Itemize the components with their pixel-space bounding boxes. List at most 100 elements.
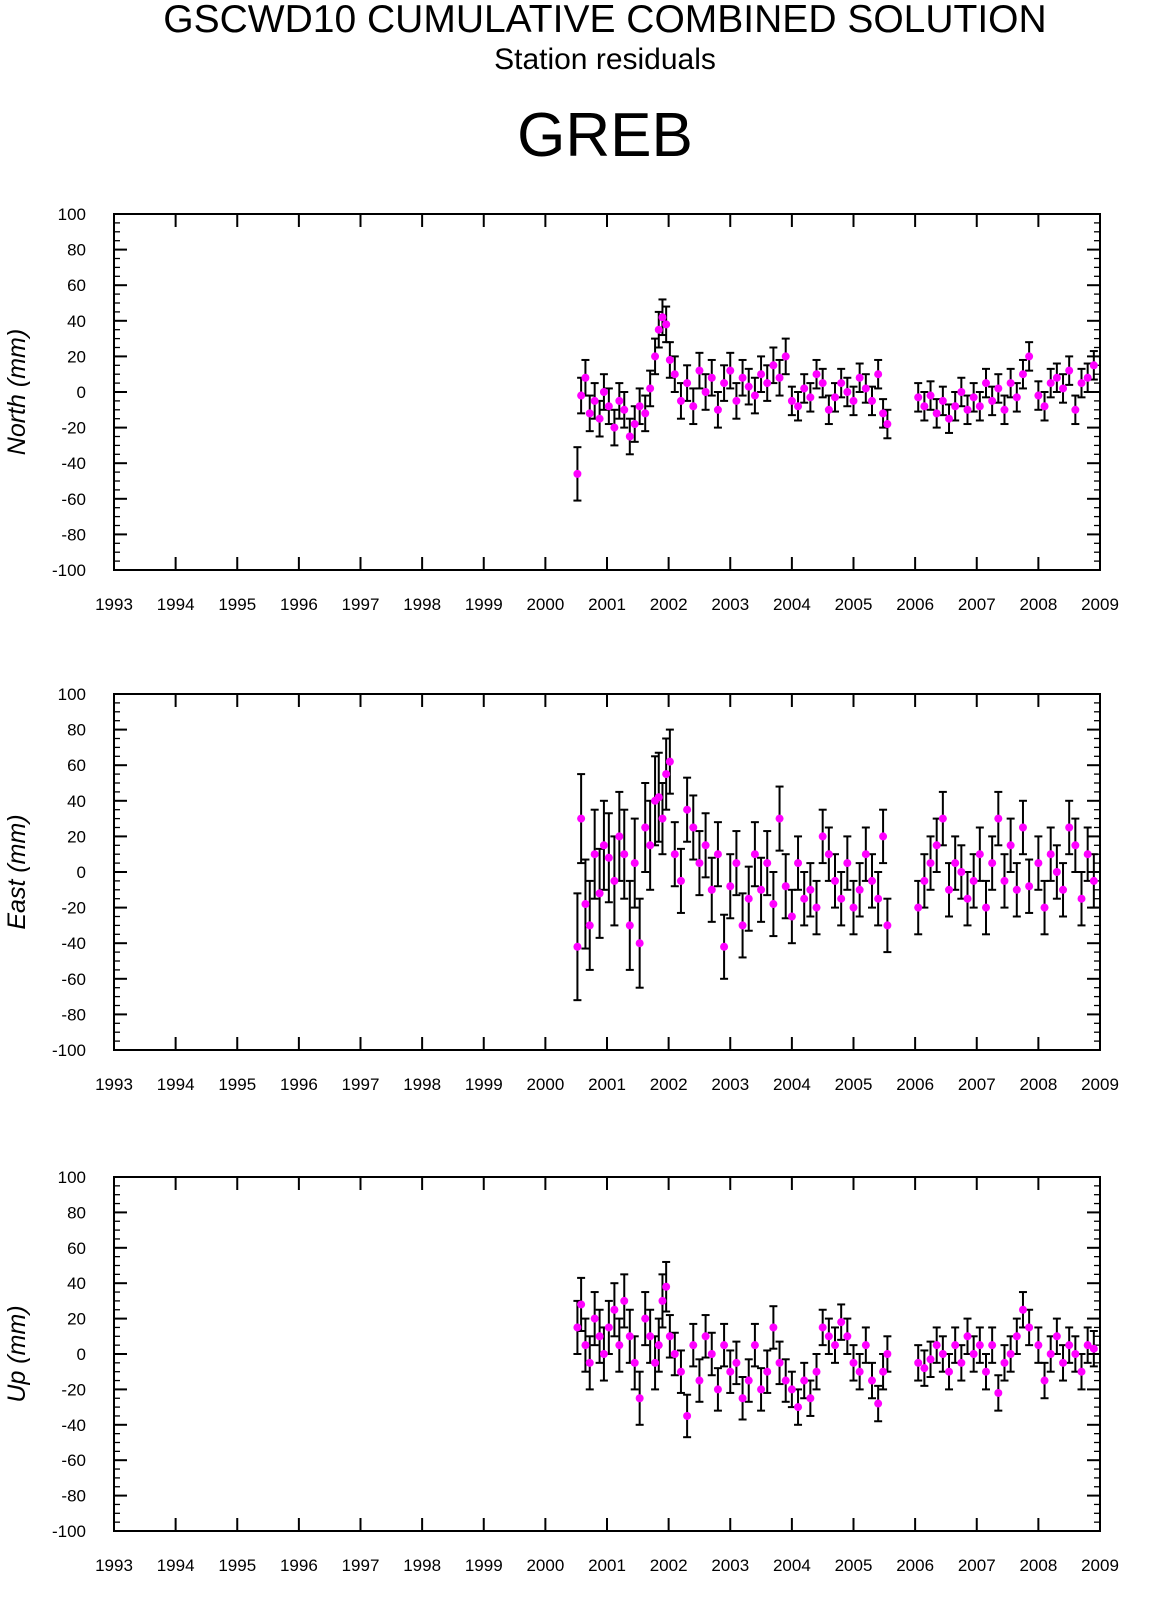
east-ytick-label: -100 — [52, 1041, 86, 1060]
up-data-point — [604, 1323, 613, 1332]
east-data-point — [781, 882, 790, 891]
up-data-point — [577, 1300, 586, 1309]
up-data-point — [1052, 1332, 1061, 1341]
up-data-point — [926, 1355, 935, 1364]
north-xtick-label: 2006 — [896, 595, 934, 614]
north-xtick-label: 2007 — [958, 595, 996, 614]
north-xtick-label: 2009 — [1081, 595, 1119, 614]
north-ytick-label: 80 — [67, 241, 86, 260]
north-data-point — [1071, 405, 1080, 414]
north-data-point — [581, 373, 590, 382]
north-data-point — [938, 396, 947, 405]
east-data-point — [646, 841, 655, 850]
east-data-point — [1012, 885, 1021, 894]
north-data-point — [800, 384, 809, 393]
up-data-point — [599, 1350, 608, 1358]
east-plot-frame — [113, 693, 1101, 1051]
east-data-point — [988, 859, 997, 868]
east-data-point — [938, 814, 947, 823]
north-data-point — [914, 393, 923, 402]
north-xtick-label: 2004 — [773, 595, 811, 614]
east-data-point — [713, 850, 722, 859]
up-xtick-label: 1997 — [342, 1556, 380, 1575]
east-ylabel: East (mm) — [3, 814, 31, 929]
east-xtick-label: 2001 — [588, 1075, 626, 1094]
north-data-point — [665, 355, 674, 364]
north-data-point — [1040, 402, 1049, 411]
east-data-point — [806, 885, 815, 894]
chart-title: GSCWD10 CUMULATIVE COMBINED SOLUTION — [163, 0, 1047, 41]
east-data-point — [800, 894, 809, 903]
up-data-point — [945, 1367, 954, 1376]
north-data-point — [855, 373, 864, 382]
north-data-point — [658, 313, 667, 322]
north-data-point — [831, 393, 840, 402]
east-data-point — [590, 850, 599, 859]
up-xtick-label: 2000 — [526, 1556, 564, 1575]
north-data-point — [818, 379, 827, 388]
east-data-point — [630, 859, 639, 868]
north-data-point — [1077, 379, 1086, 388]
east-data-point — [577, 814, 586, 823]
north-panel: 1993 1994 1995 1996 1997 1998 1999 2000 2001 2002… — [3, 205, 1119, 614]
up-data-point — [689, 1341, 698, 1350]
east-ytick-label: -80 — [61, 1005, 86, 1024]
east-data-point — [932, 841, 941, 850]
east-data-point — [1071, 841, 1080, 850]
east-xtick-label: 2003 — [711, 1075, 749, 1094]
up-data-point — [1034, 1341, 1043, 1350]
east-data-point — [707, 885, 716, 894]
north-data-point — [595, 414, 604, 423]
north-data-point — [654, 325, 663, 334]
north-data-point — [1018, 370, 1027, 379]
up-data-point — [573, 1323, 582, 1332]
north-data-point — [988, 396, 997, 405]
east-xtick-label: 1994 — [157, 1075, 195, 1094]
east-data-point — [975, 850, 984, 859]
north-data-point — [849, 396, 858, 405]
north-data-point — [781, 352, 790, 361]
up-ytick-label: -80 — [61, 1487, 86, 1506]
east-data-point — [775, 814, 784, 823]
east-ytick-label: 0 — [77, 863, 86, 882]
east-data-point — [769, 900, 778, 909]
east-xtick-label: 1993 — [95, 1075, 133, 1094]
east-data-point — [665, 757, 674, 766]
up-data-point — [794, 1403, 803, 1412]
up-data-point — [701, 1332, 710, 1341]
north-data-point — [573, 469, 582, 478]
up-ytick-label: 40 — [67, 1274, 86, 1293]
north-data-point — [585, 409, 594, 418]
up-data-point — [590, 1314, 599, 1323]
east-data-point — [610, 876, 619, 885]
up-data-point — [867, 1376, 876, 1385]
east-data-point — [867, 876, 876, 885]
north-data-point — [676, 396, 685, 405]
up-data-point — [914, 1358, 923, 1367]
north-data-point — [1012, 393, 1021, 402]
east-data-point — [581, 900, 590, 909]
east-data-point — [750, 850, 759, 859]
east-data-point — [620, 850, 629, 859]
east-ytick-label: 100 — [58, 685, 86, 704]
up-data-point — [824, 1332, 833, 1341]
up-data-point — [595, 1332, 604, 1341]
up-xtick-label: 1999 — [465, 1556, 503, 1575]
east-data-point — [874, 894, 883, 903]
east-xtick-label: 2000 — [526, 1075, 564, 1094]
up-data-point — [969, 1350, 978, 1358]
east-data-point — [879, 832, 888, 841]
east-data-point — [861, 850, 870, 859]
north-data-point — [1065, 366, 1074, 375]
up-xtick-label: 1994 — [157, 1556, 195, 1575]
up-data-point — [988, 1341, 997, 1350]
up-data-point — [812, 1367, 821, 1376]
north-data-point — [738, 373, 747, 382]
north-data-point — [726, 366, 735, 375]
up-data-point — [620, 1296, 629, 1305]
up-data-point — [957, 1358, 966, 1367]
east-xtick-label: 2007 — [958, 1075, 996, 1094]
north-data-point — [843, 388, 852, 396]
east-xtick-label: 2006 — [896, 1075, 934, 1094]
east-data-point — [585, 921, 594, 930]
